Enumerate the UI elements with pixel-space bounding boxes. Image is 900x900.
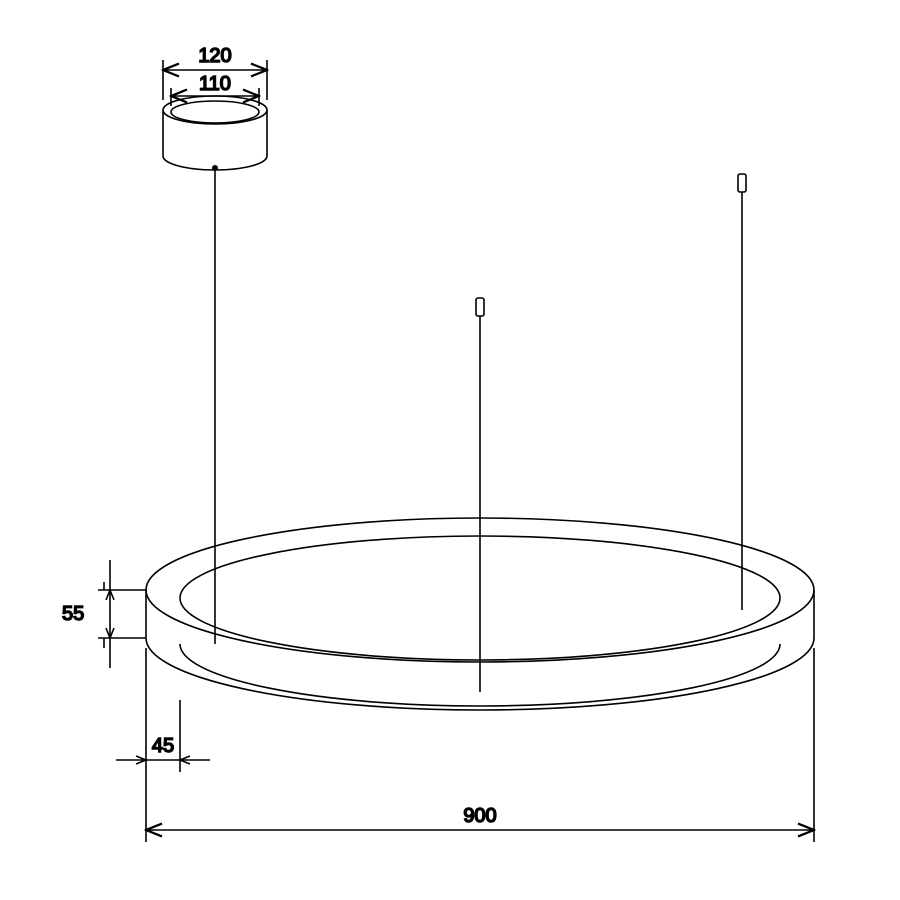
dim-ring-diameter-label: 900: [463, 805, 496, 827]
dim-ring-height: 55: [62, 560, 146, 668]
suspension-wires: [215, 171, 746, 692]
dim-canopy-inner-label: 110: [199, 73, 231, 95]
dim-ring-height-label: 55: [62, 603, 84, 625]
dim-canopy-outer-label: 120: [198, 45, 231, 67]
dim-ring-thickness-label: 45: [152, 735, 174, 757]
technical-drawing: 120 110: [0, 0, 900, 900]
dim-ring-thickness: 45: [116, 648, 210, 772]
ceiling-canopy: [163, 96, 267, 170]
